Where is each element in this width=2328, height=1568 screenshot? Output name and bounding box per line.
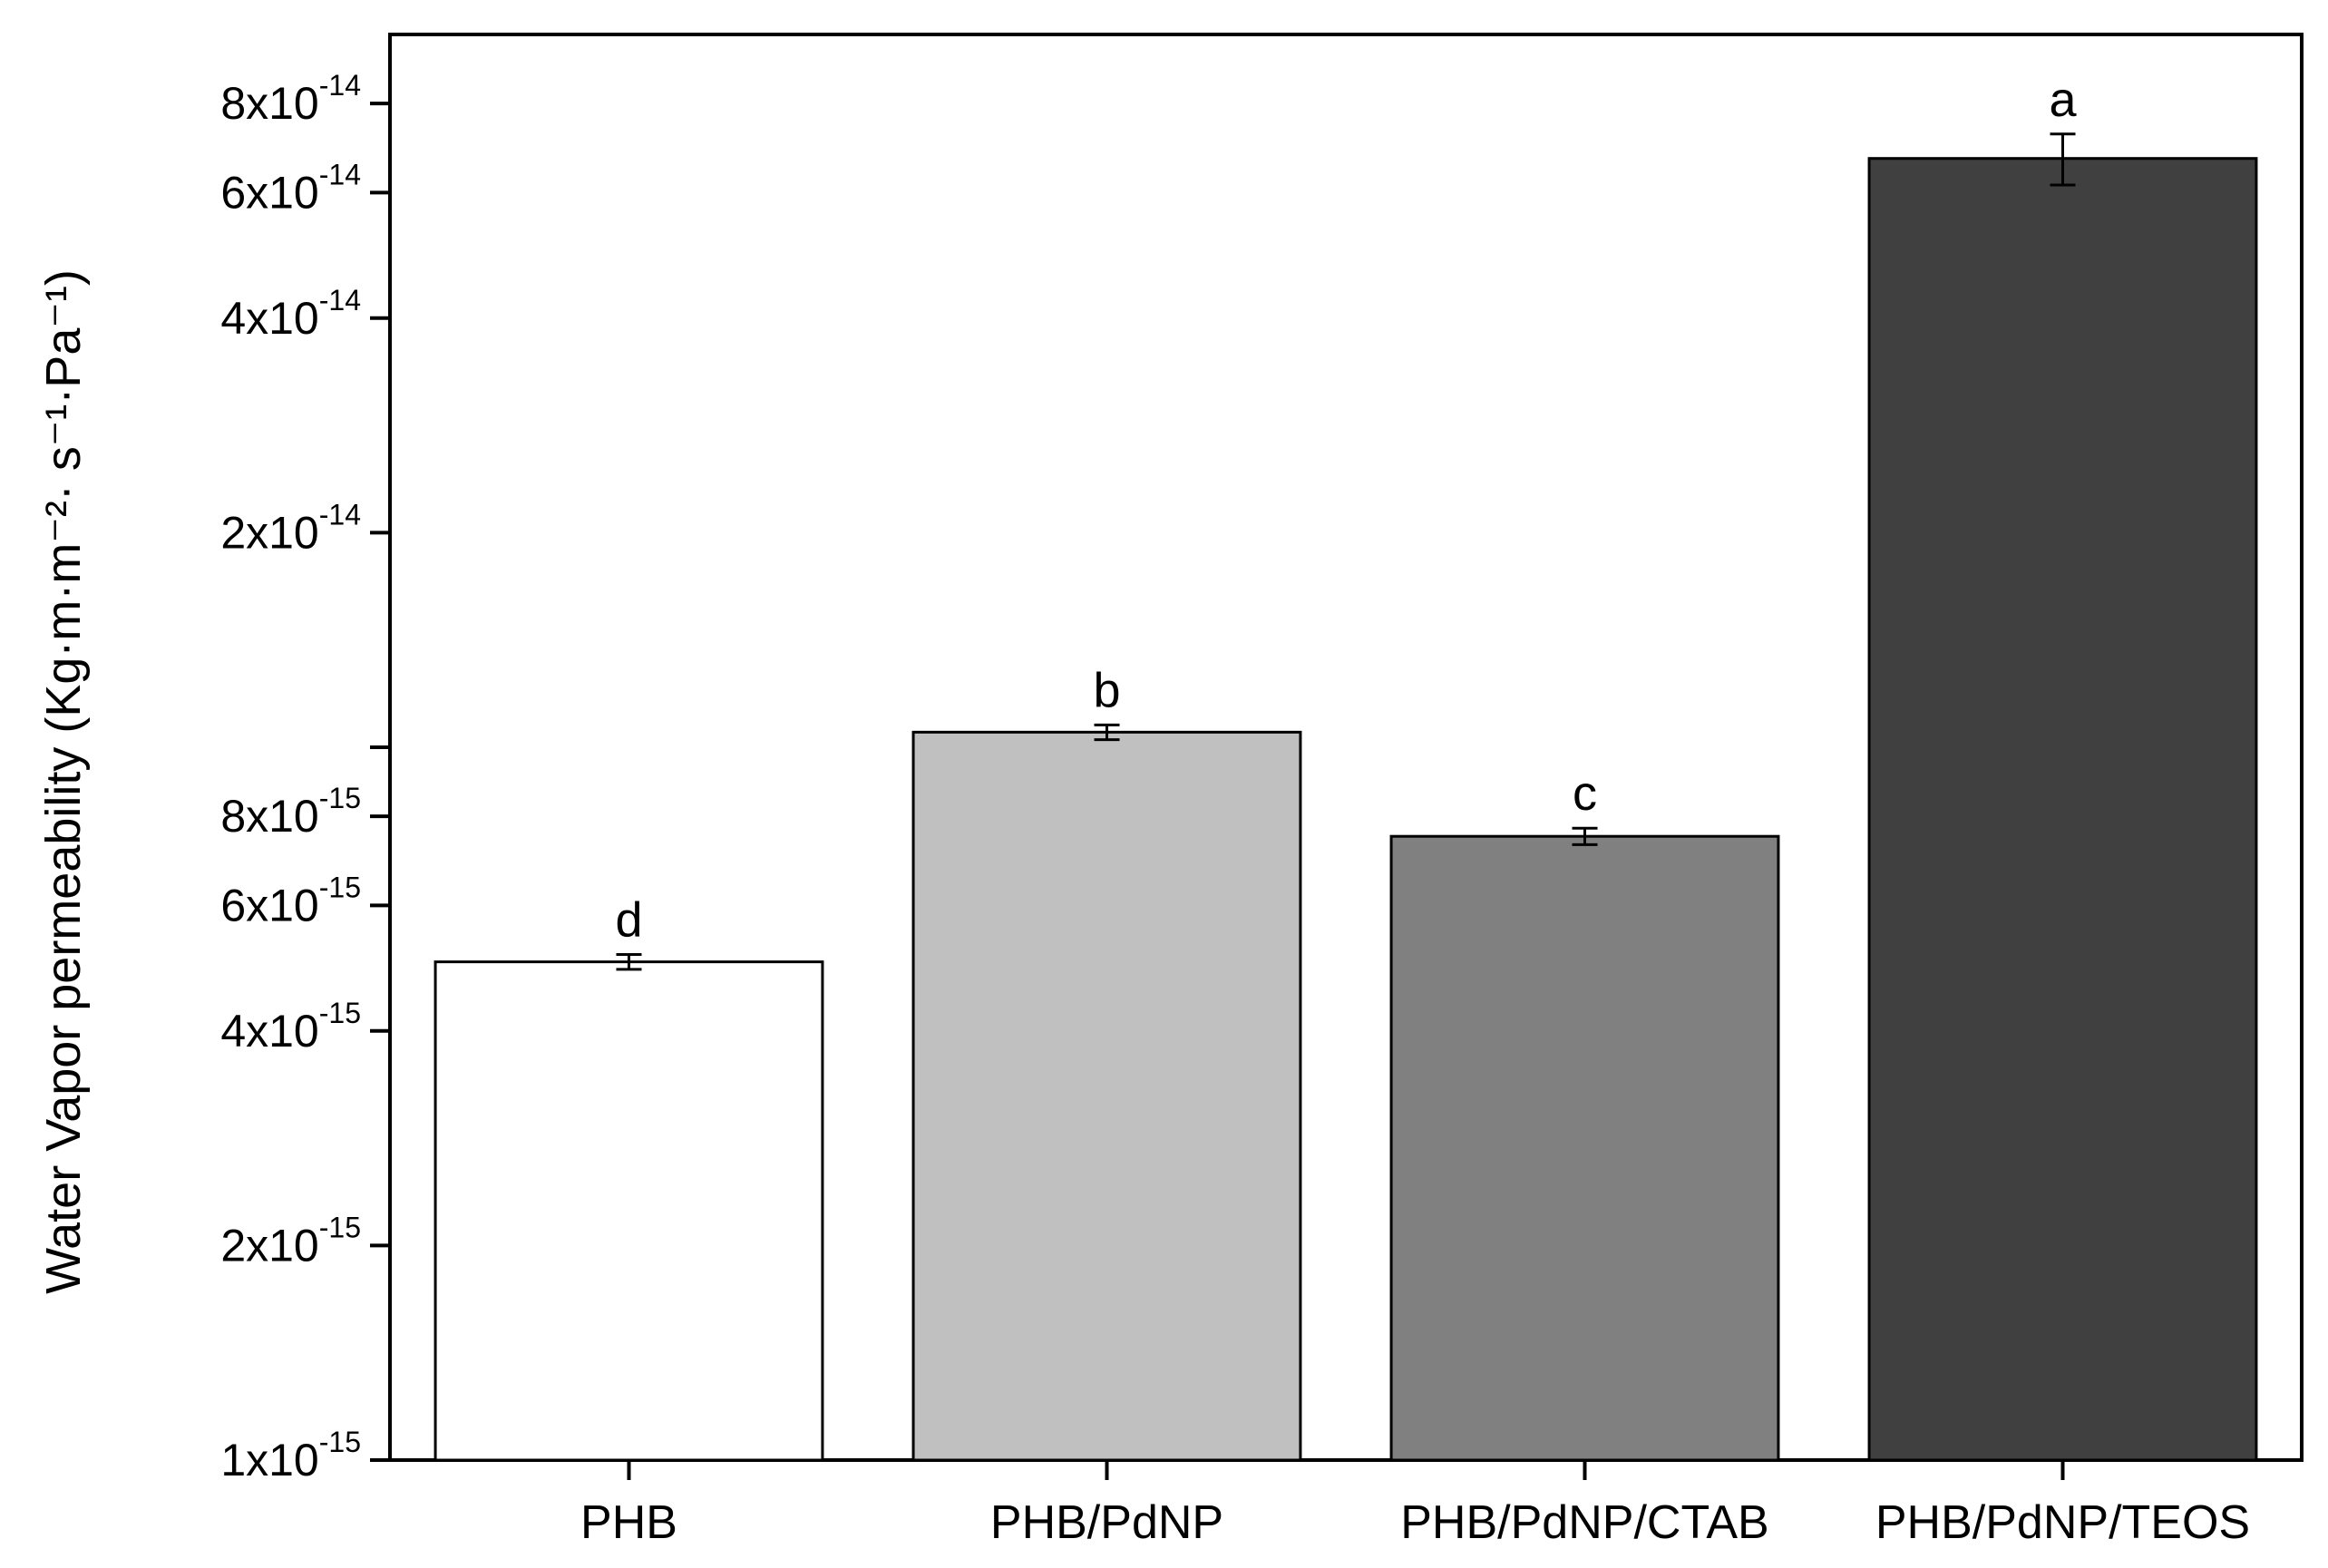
x-tick-label: PHB	[580, 1496, 677, 1549]
error-bar	[1572, 826, 1598, 846]
significance-label: c	[1573, 766, 1597, 821]
significance-label: a	[2049, 73, 2077, 127]
x-tick-label: PHB/PdNP/TEOS	[1875, 1496, 2250, 1549]
y-tick-label: 4x10-15	[220, 997, 361, 1057]
y-tick-label: 1x10-15	[220, 1426, 361, 1485]
y-tick-label: 8x10-15	[220, 782, 361, 842]
bars: d b c a	[433, 73, 2258, 1462]
significance-label: d	[615, 893, 642, 948]
bar	[1389, 834, 1780, 1462]
y-tick-label: 8x10-14	[220, 69, 361, 129]
y-tick-label: 4x10-14	[220, 284, 361, 344]
y-axis-label: Water Vapor permeability (Kg·m·m⁻²· s⁻¹·…	[36, 269, 91, 1294]
y-axis: 1x10-15 2x10-15 4x10-15 6x10-15 8x10-15 2x10-…	[220, 69, 390, 1485]
significance-label: b	[1093, 663, 1120, 717]
y-tick-label: 6x10-14	[220, 158, 361, 218]
x-axis: PHB PHB/PdNP PHB/PdNP/CTAB PHB/PdNP/TEOS	[580, 1460, 2250, 1549]
y-tick-label: 2x10-15	[220, 1211, 361, 1271]
y-tick-label: 6x10-15	[220, 871, 361, 930]
x-tick-label: PHB/PdNP/CTAB	[1400, 1496, 1768, 1549]
y-tick-label: 2x10-14	[220, 498, 361, 558]
x-tick-label: PHB/PdNP	[990, 1496, 1223, 1549]
error-bar	[2050, 132, 2076, 187]
error-bar	[616, 953, 642, 971]
bar	[911, 730, 1302, 1462]
bar	[433, 960, 824, 1462]
bar	[1867, 157, 2258, 1462]
error-bar	[1094, 723, 1120, 742]
